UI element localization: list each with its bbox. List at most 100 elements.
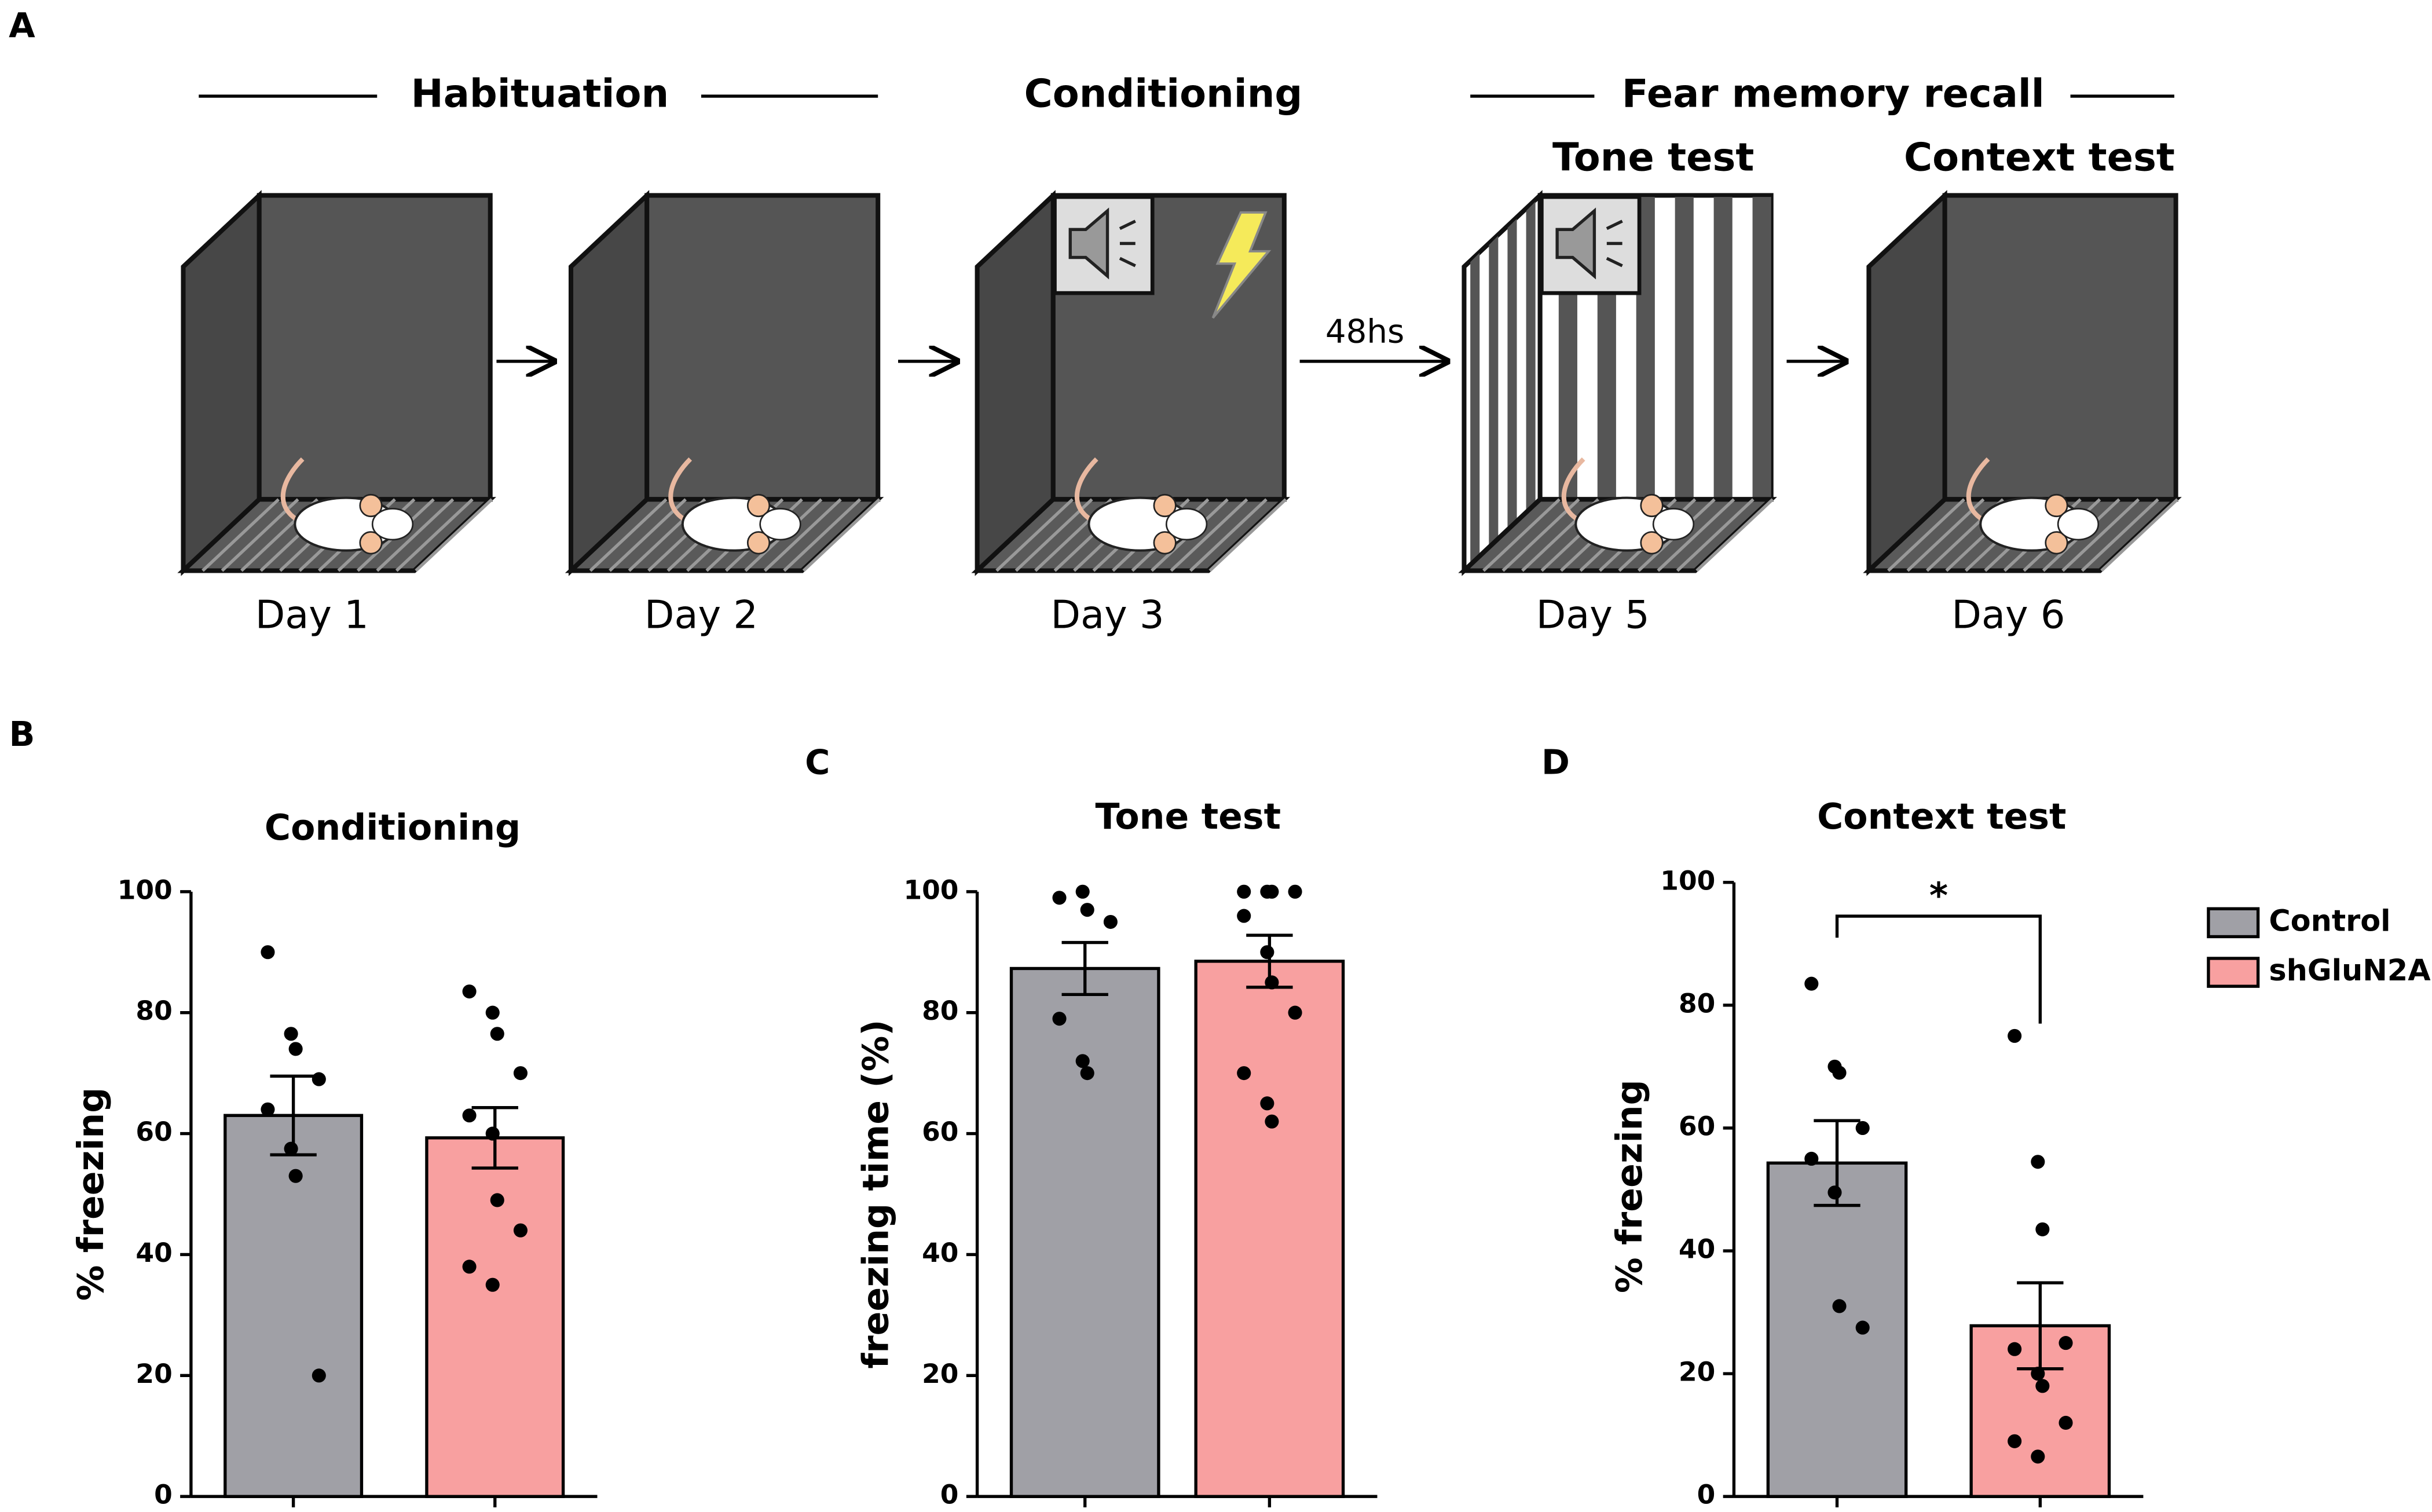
y-tick-label: 20 <box>922 1359 958 1389</box>
data-point <box>1832 1299 1847 1313</box>
floor-bar <box>415 498 493 572</box>
mouse-ear <box>1640 531 1664 555</box>
speaker-icon <box>1068 207 1109 280</box>
floor-bar <box>802 498 881 572</box>
day-label: Day 1 <box>255 592 369 637</box>
y-tick-label: 20 <box>1679 1357 1715 1387</box>
day-label: Day 3 <box>1051 592 1164 637</box>
shock-bolt <box>1211 211 1272 319</box>
data-point <box>1052 891 1067 905</box>
data-point <box>462 984 477 999</box>
data-point <box>2008 1434 2022 1448</box>
data-point <box>312 1072 326 1086</box>
mouse-ear <box>1153 493 1177 518</box>
chart-title: Conditioning <box>265 807 521 848</box>
y-tick-label: 60 <box>922 1116 958 1147</box>
stripe <box>1752 197 1771 498</box>
chamber <box>1863 190 2182 576</box>
y-tick-label: 60 <box>1679 1111 1715 1141</box>
floor-bar <box>783 498 862 572</box>
phase-label: Fear memory recall <box>1622 71 2045 116</box>
floor-bar <box>1676 498 1755 572</box>
data-point <box>485 1005 500 1020</box>
mouse-tail <box>1561 457 1588 526</box>
chart-title: Context test <box>1817 796 2066 837</box>
data-point <box>2031 1155 2045 1169</box>
mouse-ear <box>746 493 771 518</box>
y-tick-label: 100 <box>118 874 173 905</box>
mouse-ear <box>1640 493 1664 518</box>
data-point <box>1052 1012 1067 1026</box>
y-tick-label: 40 <box>922 1238 958 1268</box>
data-point <box>1075 1054 1090 1068</box>
y-axis-label: % freezing <box>1609 1079 1650 1293</box>
data-point <box>485 1126 500 1141</box>
speaker-wave <box>1119 219 1136 230</box>
mouse-head <box>1165 508 1208 541</box>
mouse-head <box>1652 508 1695 541</box>
mouse-head <box>2057 508 2100 541</box>
data-point <box>1237 884 1251 899</box>
bar <box>1194 960 1345 1498</box>
data-point <box>2031 1367 2045 1381</box>
data-point <box>2035 1379 2050 1393</box>
floor-bar <box>589 498 668 572</box>
data-point <box>1827 1185 1842 1200</box>
mouse-ear <box>1153 531 1177 555</box>
panel-letter: D <box>1541 742 1570 782</box>
chamber-back <box>257 193 493 502</box>
chamber-back <box>1942 193 2178 502</box>
data-point <box>1237 1066 1251 1081</box>
chamber-back <box>644 193 881 502</box>
data-point <box>261 1102 275 1116</box>
data-point <box>1260 945 1274 960</box>
floor-bar <box>1208 498 1287 572</box>
y-tick-label: 60 <box>135 1116 172 1147</box>
stripe <box>1713 197 1733 498</box>
chart-title: Tone test <box>1096 796 1281 837</box>
y-tick-label: 100 <box>1660 865 1715 896</box>
phase-label: Conditioning <box>1024 71 1303 116</box>
data-point <box>1260 1096 1274 1111</box>
floor-bar <box>202 498 280 572</box>
mouse-head <box>371 508 414 541</box>
data-point <box>1855 1320 1870 1335</box>
floor-bar <box>376 498 455 572</box>
y-tick-label: 100 <box>903 874 958 905</box>
data-point <box>1288 1005 1302 1020</box>
data-point <box>462 1260 477 1274</box>
floor-bar <box>1887 498 1965 572</box>
y-tick-label: 80 <box>922 995 958 1026</box>
y-tick-label: 0 <box>1697 1480 1716 1510</box>
mouse-ear <box>2045 531 2068 555</box>
data-point <box>284 1027 298 1041</box>
mouse-ear <box>359 493 383 518</box>
data-point <box>1080 903 1094 917</box>
y-tick-label: 80 <box>1679 988 1715 1019</box>
mouse-ear <box>746 531 771 555</box>
data-point <box>490 1027 504 1041</box>
speaker-wave <box>1119 257 1136 268</box>
stripe <box>1489 236 1499 546</box>
panel-letter: B <box>9 714 35 754</box>
data-point <box>1855 1121 1870 1135</box>
data-point <box>2008 1028 2022 1043</box>
significance-bracket <box>1835 914 2042 1024</box>
data-point <box>1103 914 1118 929</box>
mouse-tail <box>280 457 307 526</box>
floor-bar <box>2081 498 2159 572</box>
mouse-tail <box>668 457 695 526</box>
mouse-tail <box>1966 457 1993 526</box>
panel-letter: C <box>805 742 830 782</box>
floor-bar <box>1482 498 1561 572</box>
legend-swatch <box>2207 957 2260 988</box>
y-tick-label: 0 <box>154 1480 173 1510</box>
data-point <box>462 1108 477 1123</box>
data-point <box>2059 1415 2073 1430</box>
legend-label: Control <box>2269 903 2390 938</box>
data-point <box>1237 909 1251 923</box>
y-tick-label: 40 <box>135 1238 172 1268</box>
data-point <box>1080 1066 1094 1081</box>
data-point <box>1832 1066 1847 1080</box>
